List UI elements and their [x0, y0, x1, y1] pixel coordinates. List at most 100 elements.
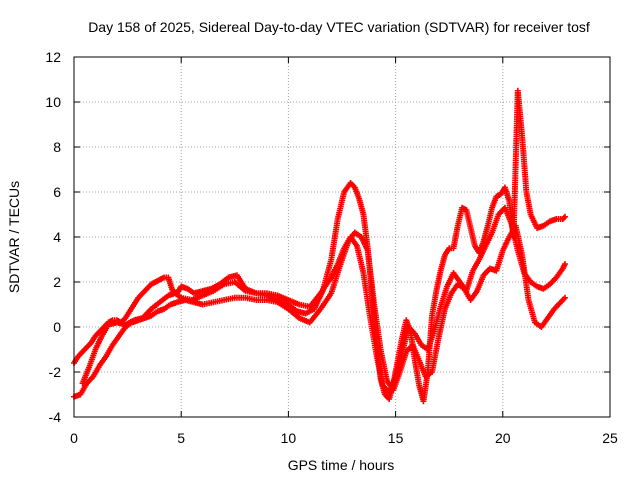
data-point-trail [393, 353, 405, 378]
data-point-trail [488, 266, 498, 274]
data-point-trail [318, 292, 334, 311]
data-point-trail [127, 303, 136, 313]
data-point-trail [98, 325, 106, 333]
y-tick-label: 2 [53, 274, 61, 290]
data-point-trail [158, 275, 166, 282]
data-point-trail [349, 181, 357, 189]
data-point-trail [97, 354, 109, 367]
data-point-trail [244, 295, 258, 303]
data-point-trail [145, 282, 153, 291]
data-point-trail [141, 307, 153, 320]
data-point-trail [223, 295, 236, 303]
data-point-trail [529, 280, 539, 289]
data-point-trail [93, 330, 102, 338]
data-point-trail [542, 219, 552, 228]
data-point-trail [72, 354, 81, 365]
data-point-trail [468, 289, 479, 302]
data-point-trail [508, 222, 521, 252]
data-point-trail [149, 300, 162, 311]
data-point-trail [371, 303, 384, 351]
data-point-trail [502, 186, 512, 203]
data-point-trail [328, 218, 341, 261]
y-tick-label: 12 [45, 49, 61, 65]
data-point-trail [162, 302, 172, 311]
data-point-trail [555, 216, 564, 222]
data-point-trail [149, 279, 158, 287]
series-track-c [79, 204, 568, 396]
data-point-trail [156, 306, 166, 314]
data-point-trail [554, 267, 565, 279]
data-point-trail [136, 291, 145, 300]
data-point-trail [80, 366, 92, 385]
y-tick-label: -4 [49, 409, 62, 425]
series-track-a [71, 87, 568, 405]
data-point-trail [212, 282, 226, 293]
data-point-trail [515, 89, 525, 137]
data-point-trail [412, 332, 424, 347]
data-point-trail [233, 280, 247, 293]
data-point-trail [335, 191, 347, 220]
data-point-trail [429, 290, 439, 317]
data-point-trail [500, 235, 512, 252]
data-point-trail [545, 307, 557, 320]
data-point-trail [173, 291, 183, 300]
series-track-b [71, 222, 568, 400]
data-point-trail [91, 364, 102, 378]
chart-title: Day 158 of 2025, Sidereal Day-to-day VTE… [88, 19, 590, 35]
data-point-trail [424, 370, 434, 379]
data-point-trail [470, 258, 482, 272]
data-point-trail [353, 230, 363, 239]
data-point-trail [304, 306, 316, 316]
data-point-trail [174, 285, 184, 295]
data-point-trail [560, 214, 567, 221]
data-point-trail [201, 299, 215, 308]
data-point-trail [552, 300, 563, 311]
axis-ticks: 0 5 10 15 20 25 -4 -2 0 2 4 6 8 10 12 [45, 49, 618, 446]
data-point-trail [542, 282, 552, 291]
data-point-trail [460, 205, 468, 213]
data-point-trail [433, 269, 444, 292]
data-point-trail [526, 299, 538, 324]
data-point-trail [535, 284, 545, 292]
data-point-trail [463, 209, 474, 229]
data-point-trail [559, 296, 567, 304]
data-point [561, 261, 568, 267]
data-point-trail [354, 245, 366, 274]
data-point-trail [367, 314, 379, 355]
data-point-trail [276, 300, 290, 311]
data-point-trail [360, 272, 373, 317]
data-point-trail [535, 223, 545, 231]
x-axis-title: GPS time / hours [288, 457, 395, 473]
data-point-trail [378, 348, 390, 382]
data-point-trail [72, 392, 82, 400]
y-tick-label: 6 [53, 184, 61, 200]
data-point-trail [179, 284, 190, 292]
y-tick-label: 0 [53, 319, 61, 335]
y-tick-label: 10 [45, 94, 61, 110]
data-point-trail [416, 359, 428, 378]
data-point-trail [329, 262, 340, 279]
data-point-trail [85, 341, 93, 349]
data-point-trail [85, 374, 96, 385]
data-point-trail [356, 197, 366, 216]
data-point-trail [158, 293, 170, 304]
data-point-trail [438, 253, 448, 272]
data-point-trail [431, 305, 444, 333]
data-point-trail [143, 313, 153, 321]
data-point [561, 294, 568, 301]
x-tick-label: 10 [281, 430, 297, 446]
data-point-trail [548, 216, 558, 224]
data-point-trail [124, 318, 136, 327]
data-point-trail [539, 316, 550, 329]
data-point-trail [141, 287, 149, 295]
data-point-trail [76, 350, 85, 358]
data-point-trail [523, 191, 534, 216]
data-point-trail [364, 249, 377, 306]
data-point-trail [442, 292, 454, 311]
data-point-trail [498, 186, 507, 196]
data-point-trail [186, 286, 196, 296]
data-point-trail [104, 343, 115, 358]
data-point-trail [318, 276, 334, 295]
data-point-trail [410, 343, 422, 362]
data-point-trail [483, 231, 495, 248]
